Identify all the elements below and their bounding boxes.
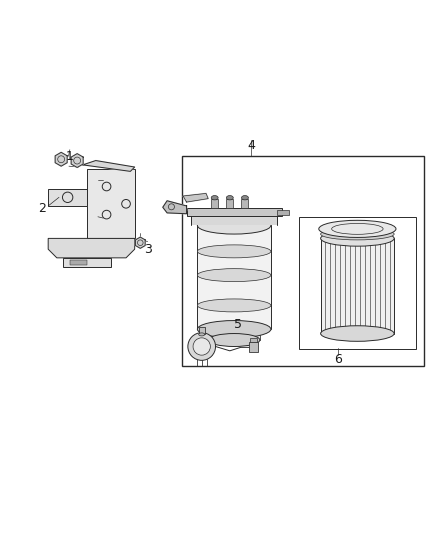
Bar [187,208,282,216]
Bar [182,156,424,366]
Ellipse shape [321,228,394,240]
Polygon shape [87,169,134,238]
Bar [321,238,394,334]
Ellipse shape [198,320,271,338]
Polygon shape [71,154,83,167]
Polygon shape [48,189,87,206]
Ellipse shape [241,196,248,200]
Ellipse shape [321,231,394,246]
Circle shape [188,333,215,360]
Ellipse shape [198,269,271,281]
Text: 5: 5 [234,318,243,332]
Text: 4: 4 [247,139,255,152]
Bar [250,338,257,342]
Ellipse shape [319,220,396,237]
Polygon shape [135,237,145,248]
Bar [241,199,248,208]
Bar [277,211,290,215]
Polygon shape [55,152,67,166]
Ellipse shape [321,326,394,341]
Ellipse shape [191,211,277,221]
Polygon shape [48,238,134,258]
Polygon shape [64,258,111,266]
Polygon shape [183,193,208,202]
Bar [249,342,258,352]
Bar [299,217,416,349]
Bar [208,328,260,340]
Bar [70,260,87,265]
Polygon shape [163,201,187,214]
Text: 6: 6 [334,353,342,366]
Polygon shape [83,160,134,172]
Bar [226,199,233,208]
Ellipse shape [211,196,218,200]
Ellipse shape [198,217,271,234]
Text: 3: 3 [144,243,152,256]
Ellipse shape [198,299,271,312]
Bar [191,216,277,225]
Text: 1: 1 [66,150,74,163]
Ellipse shape [208,334,260,346]
Bar [211,199,218,208]
Bar [199,327,205,334]
Circle shape [193,338,210,355]
Ellipse shape [198,245,271,258]
Ellipse shape [226,196,233,200]
Text: 2: 2 [38,201,46,215]
Ellipse shape [199,333,205,336]
Bar [198,225,271,329]
